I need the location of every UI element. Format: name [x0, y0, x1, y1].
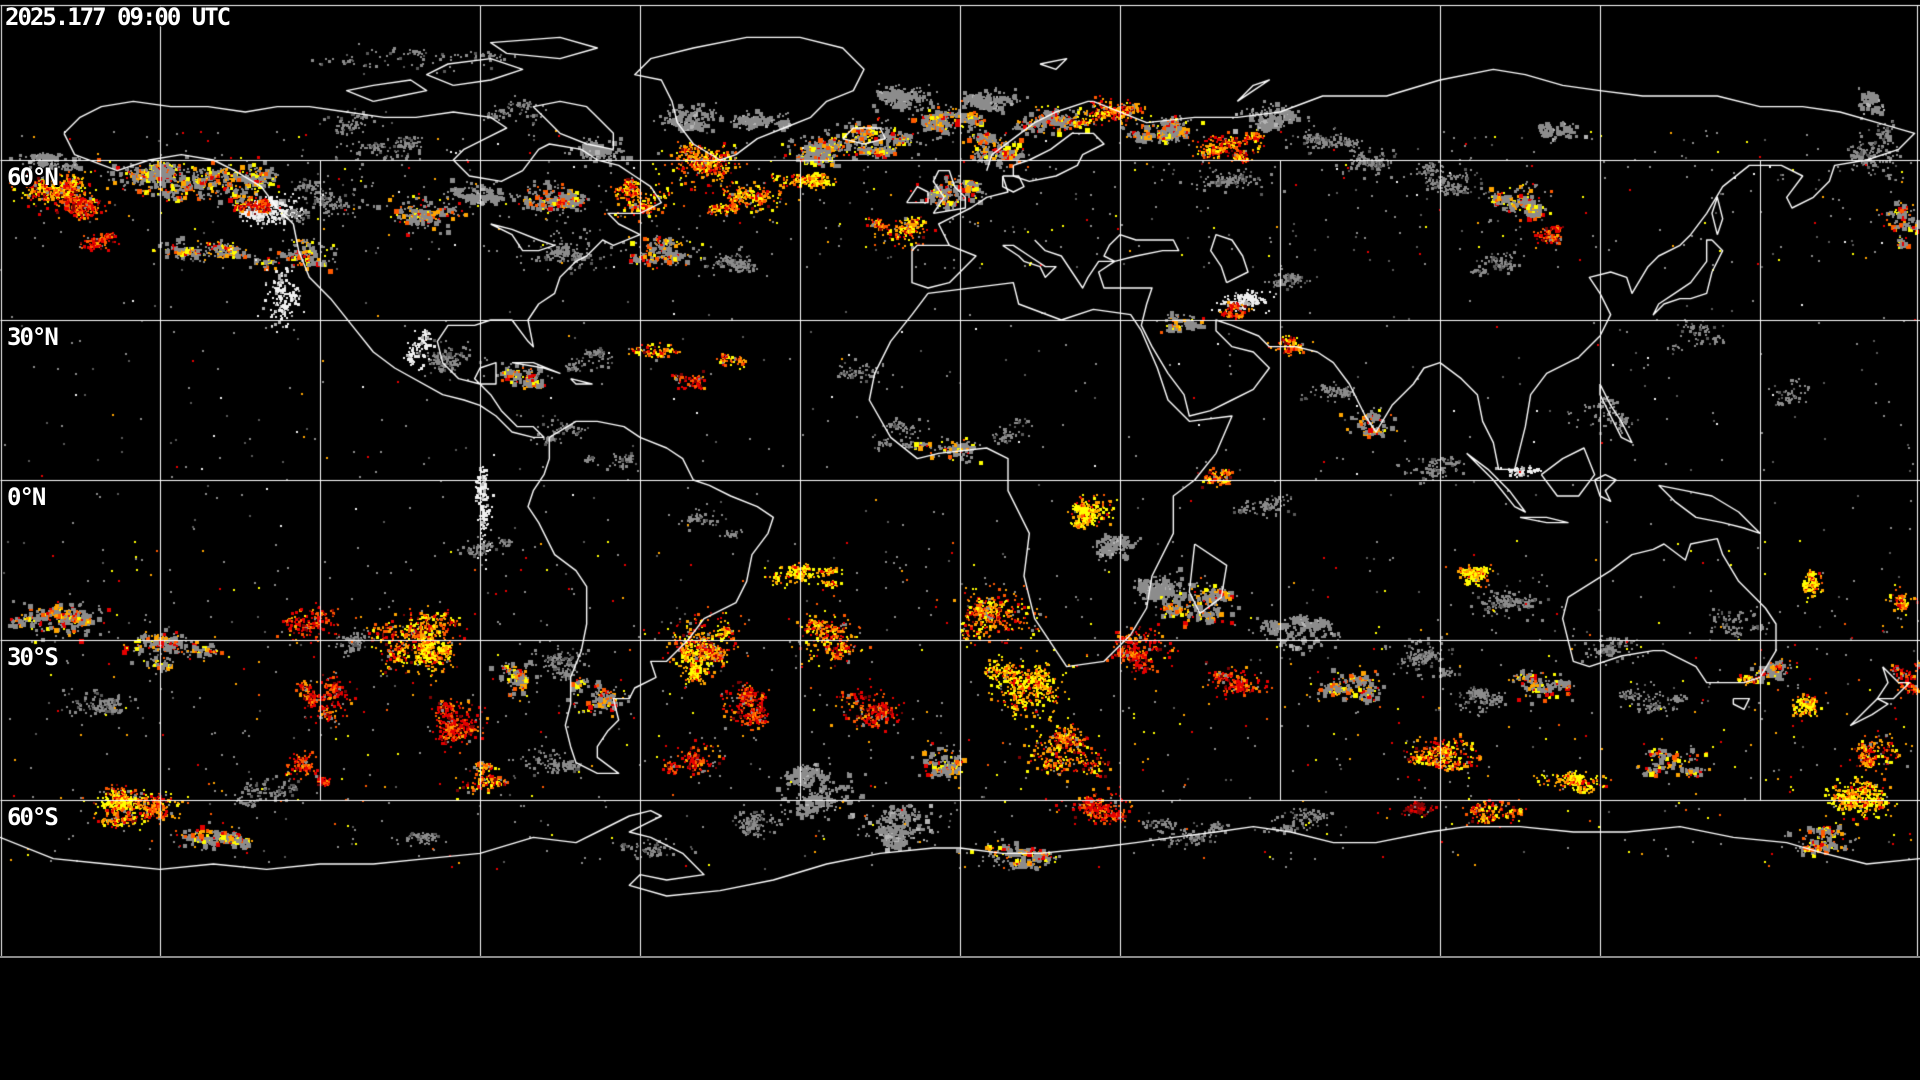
timestamp: 2025.177 09:00 UTC — [5, 3, 231, 31]
latitude-label-60n: 60°N — [7, 163, 59, 191]
latitude-label-30s: 30°S — [7, 643, 59, 671]
latitude-label-60s: 60°S — [7, 803, 59, 831]
world-map-canvas — [0, 0, 1920, 960]
latitude-label-30n: 30°N — [7, 323, 59, 351]
latitude-label-0n: 0°N — [7, 483, 46, 511]
legend: SLW Large Drop Index 13.5-16 16-19 19-22… — [0, 960, 1920, 1080]
map-legend-divider — [0, 956, 1920, 958]
